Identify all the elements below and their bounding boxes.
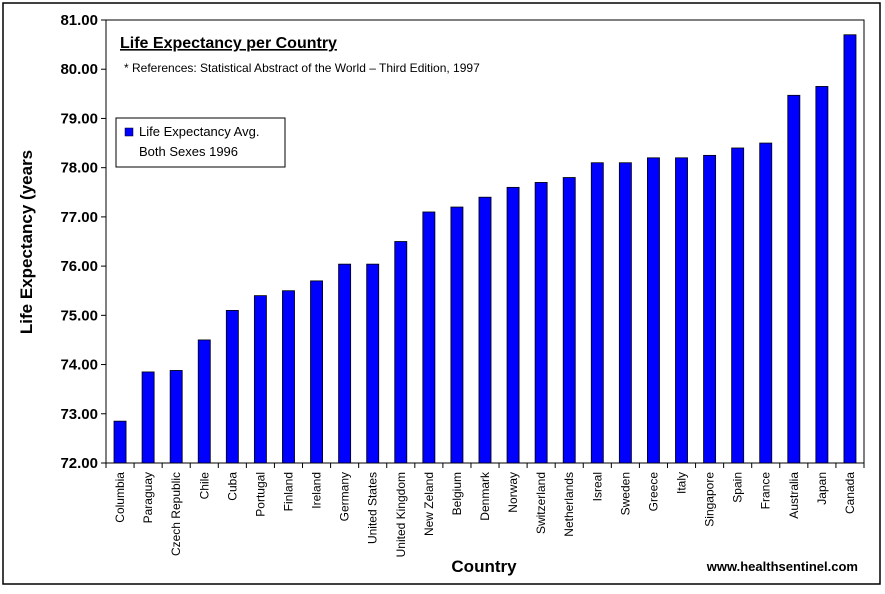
bar	[618, 162, 632, 464]
x-tick-label: Belgium	[450, 472, 464, 515]
y-tick-label: 74.00	[60, 357, 98, 374]
x-axis-title: Country	[451, 557, 517, 576]
legend-swatch	[124, 127, 134, 137]
x-tick-label: Spain	[731, 472, 745, 503]
bar	[169, 370, 183, 464]
bar	[815, 86, 829, 464]
bar	[478, 196, 492, 464]
x-tick-label: New Zeland	[422, 472, 436, 536]
bar	[253, 295, 267, 464]
x-tick-label: Cuba	[225, 472, 239, 501]
x-tick-label: Finland	[281, 472, 295, 511]
bar-group	[113, 34, 857, 464]
legend: Life Expectancy Avg. Both Sexes 1996	[115, 117, 286, 168]
y-axis-ticks: 72.00 73.00 74.00 75.00 76.00 77.00 78.00 79.00…	[60, 12, 106, 472]
x-tick-label: Australia	[787, 472, 801, 519]
bar	[562, 177, 576, 464]
x-tick-label: Norway	[506, 472, 520, 513]
y-tick-label: 77.00	[60, 209, 98, 226]
y-tick-label: 73.00	[60, 406, 98, 423]
x-tick-label: Chile	[197, 472, 211, 500]
bar	[394, 241, 408, 464]
bar	[338, 263, 352, 464]
x-tick-label: Japan	[815, 472, 829, 505]
y-tick-label: 75.00	[60, 307, 98, 324]
bar	[422, 211, 436, 464]
x-tick-label: United Kingdom	[394, 472, 408, 557]
bar	[282, 290, 295, 464]
y-axis-title: Life Expectancy (years	[17, 150, 36, 334]
bar	[366, 263, 380, 464]
chart-subtitle: * References: Statistical Abstract of th…	[124, 61, 480, 75]
x-tick-label: Portugal	[253, 472, 267, 517]
legend-label-line-1: Life Expectancy Avg.	[139, 124, 259, 139]
bar	[703, 154, 717, 464]
x-tick-label: United States	[366, 472, 380, 544]
y-tick-label: 81.00	[60, 12, 98, 29]
y-tick-label: 72.00	[60, 455, 98, 472]
x-tick-label: Singapore	[703, 472, 717, 527]
x-tick-label: Netherlands	[562, 472, 576, 537]
y-tick-label: 78.00	[60, 160, 98, 177]
bar	[675, 157, 688, 464]
x-axis-ticks: Columbia Paraguay Czech Republic Chile Cuba P…	[105, 463, 865, 557]
bar	[225, 310, 239, 464]
legend-box	[115, 117, 286, 168]
x-tick-label: Switzerland	[534, 472, 548, 534]
bar	[647, 157, 660, 464]
bar	[197, 339, 211, 464]
bar	[759, 142, 773, 464]
x-tick-label: Columbia	[113, 472, 127, 523]
bar	[534, 182, 548, 464]
x-tick-label: Canada	[843, 472, 857, 514]
bar	[731, 147, 745, 464]
bar	[590, 162, 604, 464]
bar	[843, 34, 857, 464]
x-tick-label: Sweden	[618, 472, 632, 515]
x-tick-label: Italy	[675, 472, 689, 494]
bar	[310, 280, 323, 464]
bar	[506, 186, 520, 464]
bar	[787, 94, 801, 464]
x-tick-label: Czech Republic	[169, 472, 183, 556]
chart-title: Life Expectancy per Country	[120, 35, 337, 52]
x-tick-label: Denmark	[478, 471, 492, 521]
x-tick-label: Greece	[646, 472, 660, 512]
bar	[113, 420, 127, 464]
legend-label-line-2: Both Sexes 1996	[139, 144, 238, 159]
y-tick-label: 80.00	[60, 61, 98, 78]
x-tick-label: Isreal	[590, 472, 604, 501]
y-tick-label: 76.00	[60, 258, 98, 275]
source-url: www.healthsentinel.com	[706, 559, 858, 574]
x-tick-label: France	[759, 472, 773, 510]
x-tick-label: Ireland	[310, 472, 324, 509]
bar	[450, 206, 464, 464]
x-tick-label: Paraguay	[141, 472, 155, 523]
y-tick-label: 79.00	[60, 110, 98, 127]
bar	[141, 371, 155, 464]
x-tick-label: Germany	[338, 472, 352, 521]
